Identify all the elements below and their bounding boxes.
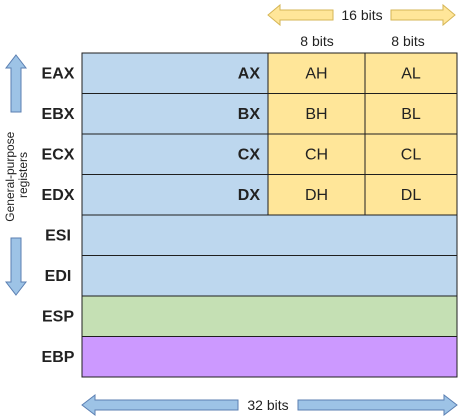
general-purpose-label: General-purpose registers (3, 128, 30, 221)
general-purpose-label-line2: registers (16, 152, 30, 198)
register-cell (81, 255, 458, 297)
register-name: EBX (42, 106, 75, 123)
register-cell (81, 295, 458, 337)
register-name: EBP (42, 349, 75, 366)
register-row-esi: ESI (45, 214, 458, 256)
low-byte-cell (364, 52, 458, 94)
low-byte-label: AL (401, 65, 421, 82)
high-byte-label: AH (305, 65, 327, 82)
register-16bit-label: AX (238, 65, 261, 82)
register-16bit-label: BX (238, 106, 261, 123)
register-row-esp: ESP (42, 295, 458, 337)
bits-32-arrow-left (81, 393, 239, 417)
bits-16-label: 16 bits (341, 7, 382, 23)
register-row-ebx: EBX BX BH BL (42, 93, 458, 135)
register-row-edi: EDI (45, 255, 458, 297)
register-16bit-label: DX (238, 187, 261, 204)
general-purpose-arrow-up (4, 54, 28, 113)
high-byte-cell (267, 133, 366, 175)
bits-32-arrow-right (297, 393, 458, 417)
register-name: EAX (42, 65, 75, 82)
register-name: ECX (42, 146, 75, 163)
register-16bit-label: CX (238, 146, 261, 163)
low-byte-label: DL (401, 187, 422, 204)
register-row-eax: EAX AX AH AL (42, 52, 458, 94)
bits-16-arrow-left (267, 3, 334, 27)
register-name: EDI (45, 268, 72, 285)
high-byte-label: CH (305, 146, 328, 163)
low-byte-cell (364, 93, 458, 135)
register-row-ebp: EBP (42, 336, 458, 378)
low-byte-label: CL (401, 146, 422, 163)
register-name: ESI (45, 227, 71, 244)
bits-32-arrow: 32 bits (81, 393, 458, 417)
high-byte-label: BH (305, 106, 327, 123)
register-row-ecx: ECX CX CH CL (42, 133, 458, 175)
high-byte-label: DH (305, 187, 328, 204)
general-purpose-arrow: General-purpose registers (3, 54, 30, 296)
bits-32-label: 32 bits (247, 397, 288, 413)
general-purpose-label-line1: General-purpose (3, 131, 17, 221)
general-purpose-arrow-down (4, 237, 28, 296)
bits-16-arrow: 16 bits (267, 3, 456, 27)
register-row-edx: EDX DX DH DL (42, 174, 458, 216)
high-byte-cell (267, 52, 366, 94)
bits-8-low-label: 8 bits (391, 33, 424, 49)
bits-16-arrow-right (390, 3, 456, 27)
low-byte-cell (364, 174, 458, 216)
low-byte-label: BL (401, 106, 421, 123)
register-cell (81, 336, 458, 378)
register-cell (81, 214, 458, 256)
register-name: EDX (42, 187, 75, 204)
bits-8-high-label: 8 bits (300, 33, 333, 49)
register-rows: EAX AX AH AL EBX BX BH BL ECX CX CH CL EDX DX DH DL ESI E… (42, 52, 458, 378)
register-name: ESP (42, 308, 74, 325)
